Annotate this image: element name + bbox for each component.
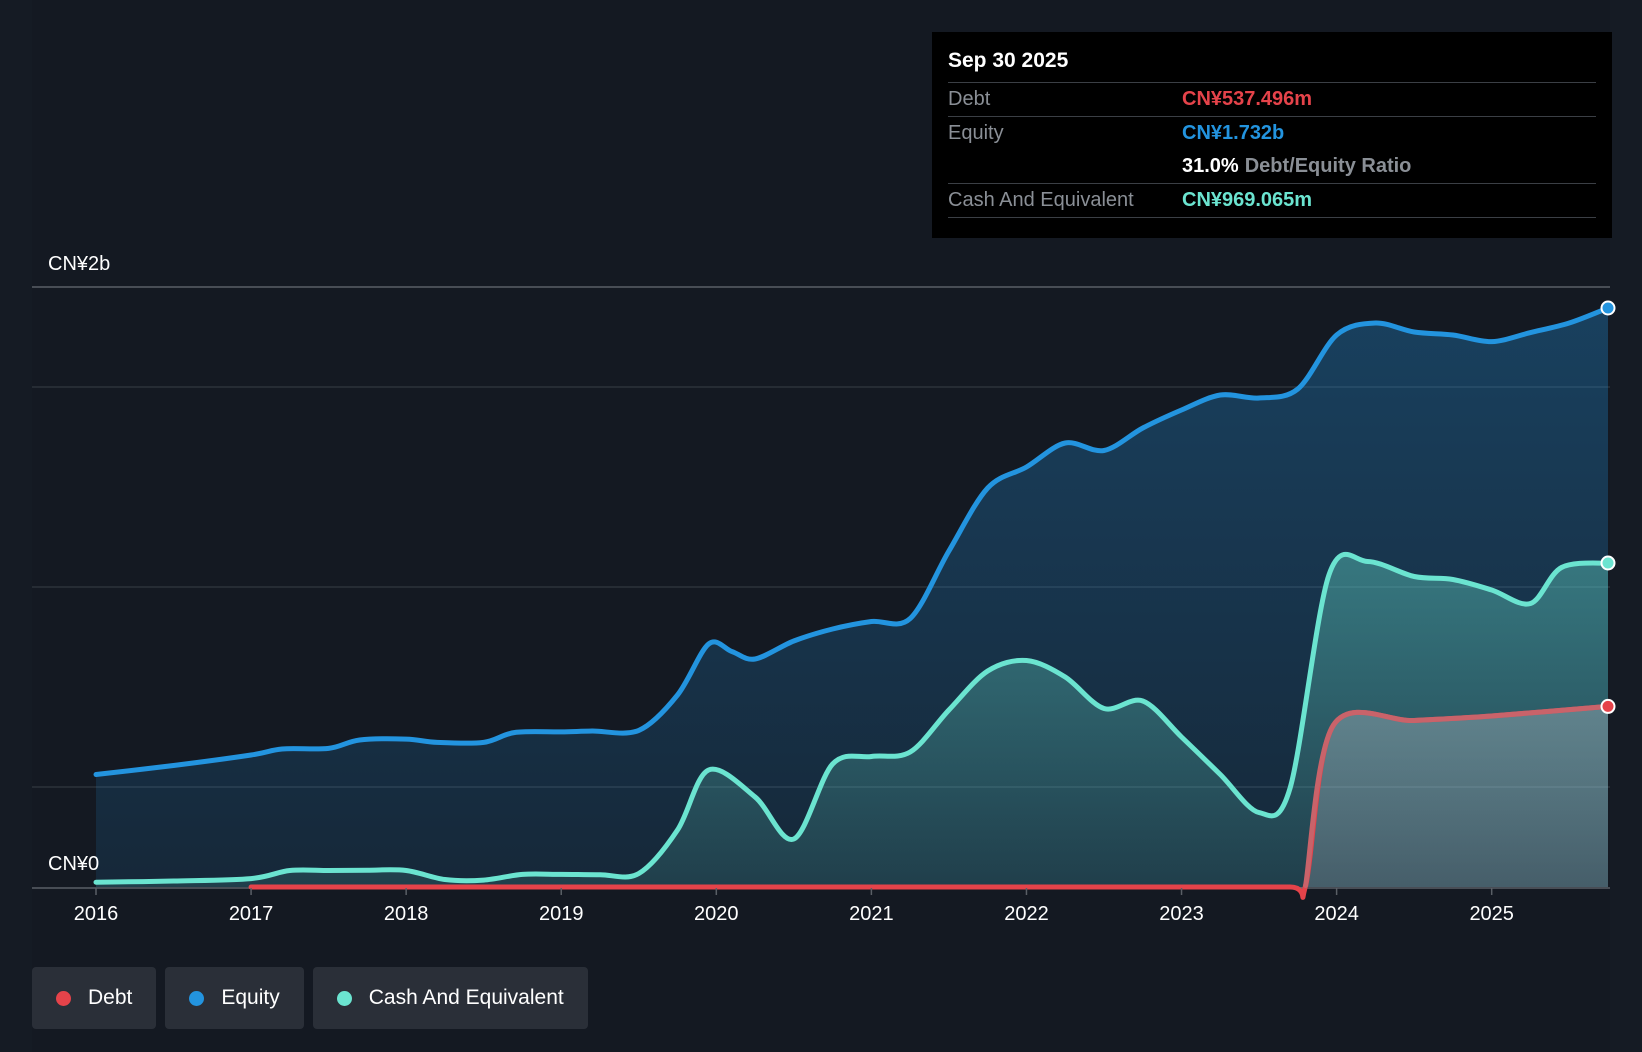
- tooltip-date: Sep 30 2025: [948, 49, 1069, 72]
- debt-line-upper: [1303, 703, 1611, 888]
- tooltip-equity-value: CN¥1.732b: [1182, 122, 1285, 144]
- legend-item-cash[interactable]: Cash And Equivalent: [312, 967, 588, 1029]
- x-tick-label: 2021: [849, 903, 894, 925]
- legend: Debt Equity Cash And Equivalent: [32, 967, 597, 1029]
- x-tick-label: 2016: [74, 903, 119, 925]
- x-tick-label: 2024: [1314, 903, 1359, 925]
- tooltip: Sep 30 2025 Debt CN¥537.496m Equity CN¥1…: [932, 32, 1612, 238]
- equity-line: [93, 305, 1611, 777]
- cash-endpoint-marker[interactable]: [1600, 555, 1616, 571]
- series-endpoints: [1600, 300, 1616, 714]
- legend-cash-label: Cash And Equivalent: [368, 986, 564, 1009]
- series-lines: [93, 305, 1611, 900]
- legend-debt-dot-icon: [56, 990, 71, 1006]
- legend-equity-dot-icon: [189, 990, 205, 1006]
- y-tick-label-top: CN¥2b: [48, 253, 110, 275]
- x-tick-label: 2023: [1159, 903, 1204, 925]
- legend-item-equity[interactable]: Equity: [165, 967, 304, 1029]
- x-tick-label: 2017: [229, 903, 274, 925]
- x-tick-label: 2022: [1004, 903, 1049, 925]
- tooltip-ratio-label: Debt/Equity Ratio: [1244, 155, 1412, 177]
- tooltip-debt-label: Debt: [948, 88, 991, 110]
- tooltip-cash-row: Cash And Equivalent CN¥969.065m: [948, 183, 1596, 218]
- x-tick-label: 2020: [694, 903, 739, 925]
- equity-endpoint-marker[interactable]: [1600, 300, 1616, 316]
- legend-equity-label: Equity: [221, 986, 280, 1009]
- tooltip-ratio-value: 31.0%: [1182, 155, 1239, 177]
- tooltip-cash-value: CN¥969.065m: [1182, 189, 1313, 211]
- tooltip-debt-row: Debt CN¥537.496m: [948, 82, 1596, 116]
- legend-item-debt[interactable]: Debt: [32, 967, 157, 1029]
- tooltip-equity-row: Equity CN¥1.732b: [948, 116, 1596, 150]
- x-tick-label: 2019: [539, 903, 584, 925]
- y-tick-label-bottom: CN¥0: [48, 853, 99, 875]
- tooltip-cash-label: Cash And Equivalent: [948, 189, 1134, 211]
- cash-line: [93, 551, 1611, 885]
- x-tick-label: 2025: [1469, 903, 1514, 925]
- cash-area: [96, 554, 1608, 887]
- x-tick-label: 2018: [384, 903, 429, 925]
- tooltip-equity-label: Equity: [948, 122, 1004, 144]
- tooltip-debt-value: CN¥537.496m: [1182, 88, 1313, 110]
- legend-debt-label: Debt: [88, 986, 133, 1009]
- equity-area: [96, 308, 1608, 887]
- debt-endpoint-marker[interactable]: [1600, 698, 1616, 714]
- legend-cash-dot-icon: [336, 990, 352, 1006]
- debt-area: [251, 706, 1609, 898]
- series-areas: [96, 308, 1609, 898]
- x-axis: 2016 2017 2018 2019 2020 2021 2022 2023 2024 2025: [74, 888, 1514, 925]
- tooltip-ratio-row: 31.0% Debt/Equity Ratio: [948, 150, 1596, 183]
